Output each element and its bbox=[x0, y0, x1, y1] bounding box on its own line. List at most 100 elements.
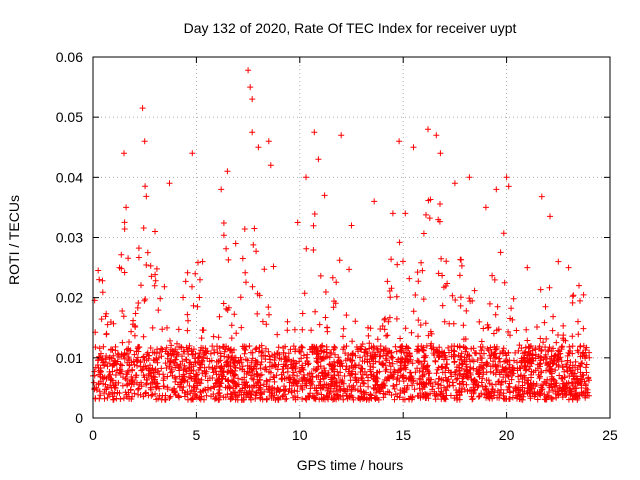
data-point-marker bbox=[469, 396, 476, 403]
data-point-marker bbox=[423, 342, 430, 349]
data-point-marker bbox=[329, 274, 336, 281]
data-point-marker bbox=[231, 311, 238, 318]
data-point-marker bbox=[418, 343, 425, 350]
data-point-marker bbox=[537, 353, 543, 360]
data-point-marker bbox=[570, 292, 577, 299]
data-point-marker bbox=[188, 387, 195, 394]
data-point-marker bbox=[422, 320, 429, 327]
data-point-marker bbox=[490, 392, 497, 399]
data-point-marker bbox=[290, 380, 297, 387]
data-point-marker bbox=[433, 370, 440, 377]
data-point-marker bbox=[373, 378, 380, 385]
data-point-marker bbox=[544, 362, 551, 368]
data-point-marker bbox=[528, 368, 535, 375]
data-point-marker bbox=[458, 365, 465, 372]
data-point-marker bbox=[456, 386, 462, 393]
data-point-marker bbox=[195, 375, 202, 382]
data-point-marker bbox=[482, 383, 489, 390]
data-point-marker bbox=[411, 386, 418, 393]
data-point-marker bbox=[195, 354, 202, 361]
data-point-marker bbox=[458, 256, 465, 263]
data-point-marker bbox=[438, 396, 445, 403]
data-point-marker bbox=[155, 354, 162, 361]
data-point-marker bbox=[136, 344, 143, 350]
data-point-marker bbox=[140, 372, 147, 379]
data-point-marker bbox=[309, 373, 316, 380]
data-point-marker bbox=[148, 273, 155, 280]
data-point-marker bbox=[286, 385, 293, 392]
data-point-marker bbox=[410, 308, 417, 315]
data-point-marker bbox=[243, 343, 249, 350]
data-point-marker bbox=[243, 279, 249, 286]
data-point-marker bbox=[322, 396, 328, 403]
data-point-marker bbox=[331, 383, 338, 390]
data-point-marker bbox=[197, 380, 204, 387]
data-point-marker bbox=[294, 372, 301, 379]
data-point-marker bbox=[178, 344, 185, 351]
data-point-marker bbox=[331, 298, 337, 305]
data-point-marker bbox=[515, 384, 522, 391]
data-point-marker bbox=[432, 357, 439, 364]
data-point-marker bbox=[466, 295, 473, 302]
data-point-marker bbox=[217, 392, 224, 399]
data-point-marker bbox=[145, 371, 152, 377]
data-point-marker bbox=[249, 283, 256, 290]
data-point-marker bbox=[184, 378, 191, 385]
data-point-marker bbox=[284, 357, 291, 364]
data-point-marker bbox=[227, 384, 233, 391]
data-point-marker bbox=[383, 332, 390, 339]
data-point-marker bbox=[365, 332, 372, 339]
data-point-marker bbox=[435, 216, 442, 223]
data-point-marker bbox=[152, 376, 158, 383]
data-point-marker bbox=[412, 369, 419, 376]
data-point-marker bbox=[546, 344, 553, 351]
data-point-marker bbox=[408, 375, 415, 382]
data-point-marker bbox=[291, 377, 298, 383]
data-point-marker bbox=[578, 391, 585, 398]
data-point-marker bbox=[167, 350, 174, 357]
data-point-marker bbox=[96, 276, 103, 283]
data-point-marker bbox=[126, 339, 132, 345]
data-point-marker bbox=[339, 377, 346, 384]
data-point-marker bbox=[216, 386, 223, 393]
data-point-marker bbox=[175, 392, 182, 399]
data-point-marker bbox=[236, 392, 243, 398]
data-point-marker bbox=[101, 390, 108, 397]
data-point-marker bbox=[161, 283, 168, 290]
data-point-marker bbox=[510, 365, 517, 371]
data-point-marker bbox=[497, 249, 504, 256]
data-point-marker bbox=[365, 374, 372, 381]
data-point-marker bbox=[380, 346, 387, 353]
data-point-marker bbox=[564, 357, 571, 364]
data-point-marker bbox=[128, 381, 135, 388]
data-point-marker bbox=[179, 353, 185, 360]
data-point-marker bbox=[505, 183, 512, 190]
data-point-marker bbox=[110, 379, 116, 386]
data-point-marker bbox=[275, 361, 282, 368]
data-point-marker bbox=[313, 345, 320, 352]
data-point-marker bbox=[384, 332, 391, 339]
data-point-marker bbox=[527, 395, 534, 402]
data-point-marker bbox=[315, 156, 322, 163]
data-point-marker bbox=[224, 168, 231, 175]
data-point-marker bbox=[227, 347, 234, 354]
data-point-marker bbox=[393, 293, 400, 300]
data-point-marker bbox=[522, 362, 529, 369]
data-point-marker bbox=[483, 377, 490, 383]
data-point-marker bbox=[232, 367, 238, 374]
data-point-marker bbox=[199, 370, 206, 377]
data-point-marker bbox=[493, 186, 500, 193]
data-point-marker bbox=[210, 391, 217, 398]
data-point-marker bbox=[290, 369, 297, 376]
data-point-marker bbox=[254, 371, 261, 378]
data-point-marker bbox=[260, 352, 267, 359]
data-point-marker bbox=[274, 387, 280, 393]
data-point-marker bbox=[532, 391, 539, 398]
x-tick-label: 15 bbox=[395, 427, 411, 443]
data-point-marker bbox=[307, 385, 314, 392]
data-point-marker bbox=[448, 353, 455, 360]
data-point-marker bbox=[205, 386, 211, 393]
axis-ticks bbox=[92, 56, 611, 419]
data-point-marker bbox=[573, 393, 580, 400]
data-point-marker bbox=[303, 174, 309, 181]
